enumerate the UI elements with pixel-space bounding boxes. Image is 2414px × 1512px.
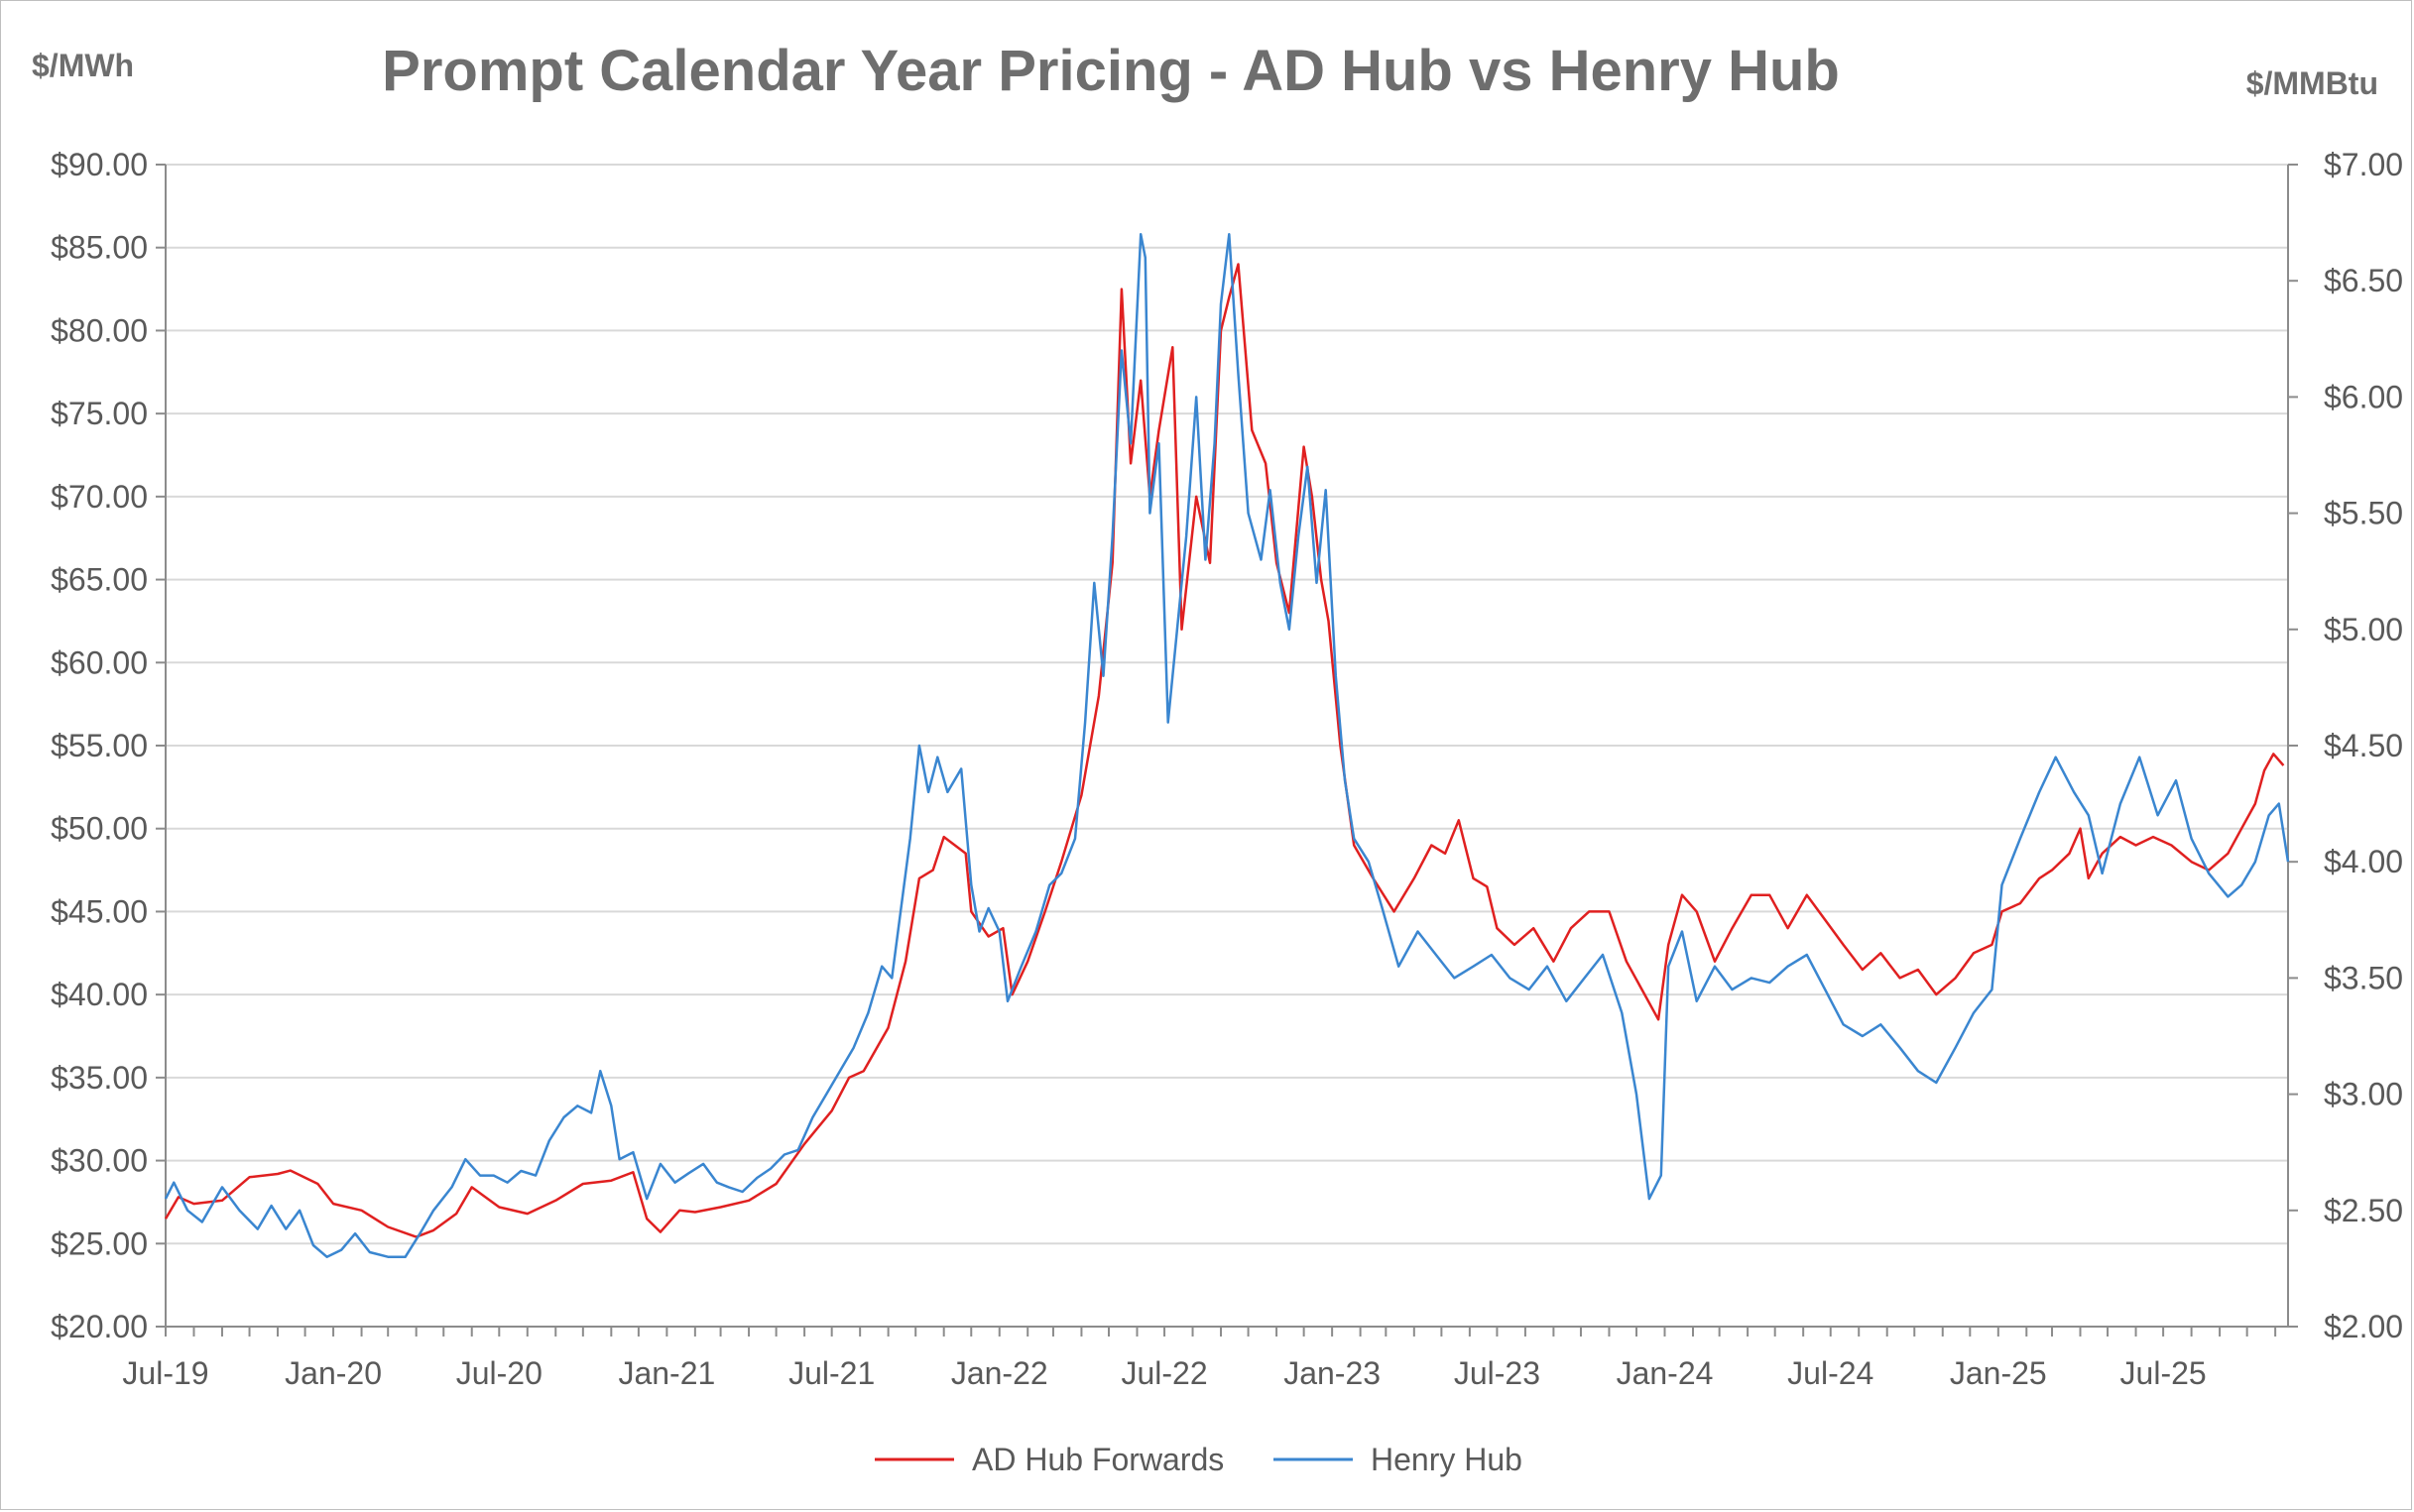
series-line-ad-hub-forwards [164, 263, 2285, 1238]
left-axis-tick-label: $80.00 [51, 312, 148, 348]
x-axis-tick-label: Jul-20 [456, 1355, 543, 1391]
x-axis-tick-label: Jul-22 [1121, 1355, 1207, 1391]
x-axis-tick-label: Jul-24 [1787, 1355, 1873, 1391]
x-axis-tick-label: Jul-21 [788, 1355, 875, 1391]
left-axis-tick-label: $35.00 [51, 1060, 148, 1096]
left-axis-tick-label: $70.00 [51, 479, 148, 515]
left-axis-tick-label: $20.00 [51, 1309, 148, 1344]
left-axis-tick-label: $30.00 [51, 1143, 148, 1179]
x-axis-tick-label: Jan-25 [1950, 1355, 2047, 1391]
left-axis-tick-label: $60.00 [51, 644, 148, 680]
left-axis-tick-label: $90.00 [51, 147, 148, 182]
left-axis-tick-label: $50.00 [51, 811, 148, 847]
left-axis-unit: $/MWh [32, 48, 135, 83]
right-axis-tick-label: $5.50 [2324, 496, 2403, 531]
x-axis-tick-label: Jan-24 [1617, 1355, 1714, 1391]
x-axis-tick-label: Jan-20 [285, 1355, 382, 1391]
right-axis-tick-label: $2.50 [2324, 1193, 2403, 1228]
tick-labels: $20.00 $25.00 $30.00 $35.00 $40.00 $45.00 $50.… [51, 147, 2403, 1391]
left-axis-tick-label: $85.00 [51, 230, 148, 266]
right-axis-tick-label: $7.00 [2324, 147, 2403, 182]
right-axis-tick-label: $2.00 [2324, 1309, 2403, 1344]
legend: AD Hub Forwards Henry Hub [875, 1442, 1522, 1477]
axes [156, 164, 2298, 1337]
right-axis-unit: $/MMBtu [2245, 65, 2378, 101]
right-axis-tick-label: $5.00 [2324, 612, 2403, 647]
left-axis-tick-label: $65.00 [51, 562, 148, 598]
right-axis-tick-label: $4.50 [2324, 728, 2403, 763]
right-axis-tick-label: $6.00 [2324, 379, 2403, 414]
right-axis-tick-label: $3.00 [2324, 1077, 2403, 1112]
right-axis-tick-label: $6.50 [2324, 263, 2403, 298]
gridlines [166, 164, 2288, 1245]
chart-title: Prompt Calendar Year Pricing - AD Hub vs… [382, 39, 1840, 103]
left-axis-tick-label: $40.00 [51, 977, 148, 1012]
left-axis-tick-label: $45.00 [51, 893, 148, 929]
series-line-henry-hub [164, 233, 2290, 1258]
legend-label: Henry Hub [1371, 1442, 1522, 1477]
x-axis-tick-label: Jan-21 [618, 1355, 715, 1391]
x-axis-tick-label: Jul-25 [2120, 1355, 2207, 1391]
series-lines [164, 233, 2290, 1258]
x-axis-tick-label: Jul-23 [1454, 1355, 1540, 1391]
left-axis-tick-label: $25.00 [51, 1225, 148, 1261]
x-axis-tick-label: Jan-22 [951, 1355, 1048, 1391]
right-axis-tick-label: $4.00 [2324, 844, 2403, 879]
x-axis-tick-label: Jul-19 [122, 1355, 208, 1391]
legend-label: AD Hub Forwards [972, 1442, 1224, 1477]
left-axis-tick-label: $75.00 [51, 396, 148, 431]
left-axis-tick-label: $55.00 [51, 728, 148, 763]
x-axis-tick-label: Jan-23 [1283, 1355, 1381, 1391]
right-axis-tick-label: $3.50 [2324, 960, 2403, 995]
